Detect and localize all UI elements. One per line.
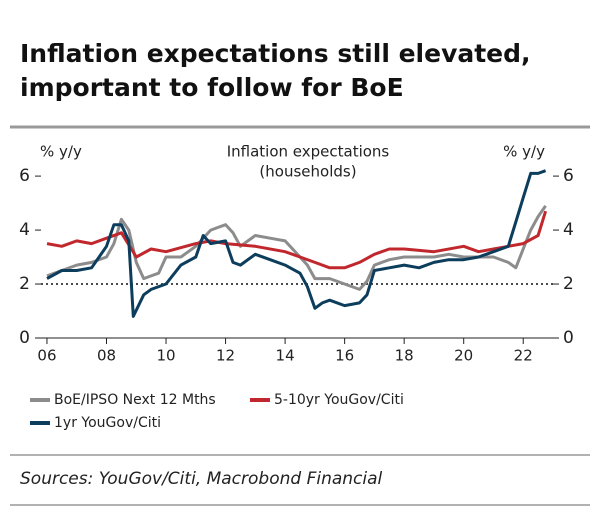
y-axis-label: % y/y (40, 143, 82, 161)
series-line (46, 210, 548, 270)
chart-subtitle: (households) (259, 163, 356, 181)
x-tick-label: 14 (276, 347, 295, 365)
y2-axis-label: % y/y (503, 143, 545, 161)
source: Sources: YouGov/Citi, Macrobond Financia… (20, 469, 383, 489)
legend-label: 5-10yr YouGov/Citi (274, 392, 404, 408)
y-tick-label: 2 (19, 274, 30, 294)
x-tick-label: 06 (37, 347, 56, 365)
chart-title: important to follow for BoE (20, 73, 404, 102)
chart-subtitle: Inflation expectations (227, 143, 390, 161)
x-tick-label: 10 (156, 347, 175, 365)
x-tick-label: 18 (395, 347, 414, 365)
y2-tick-label: 2 (563, 274, 574, 294)
x-tick-label: 22 (514, 347, 533, 365)
y-tick-label: 4 (19, 220, 30, 240)
y2-tick-label: 6 (563, 166, 574, 186)
y-tick-label: 0 (19, 328, 30, 348)
x-tick-label: 16 (335, 347, 354, 365)
x-tick-label: 08 (97, 347, 116, 365)
x-tick-label: 12 (216, 347, 235, 365)
y-tick-label: 6 (19, 166, 30, 186)
series-line (46, 169, 547, 318)
y2-tick-label: 4 (563, 220, 574, 240)
legend-label: BoE/IPSO Next 12 Mths (54, 392, 216, 408)
y2-tick-label: 0 (563, 328, 574, 348)
legend-label: 1yr YouGov/Citi (54, 415, 161, 431)
x-tick-label: 20 (454, 347, 473, 365)
chart-title: Inflation expectations still elevated, (20, 39, 531, 68)
